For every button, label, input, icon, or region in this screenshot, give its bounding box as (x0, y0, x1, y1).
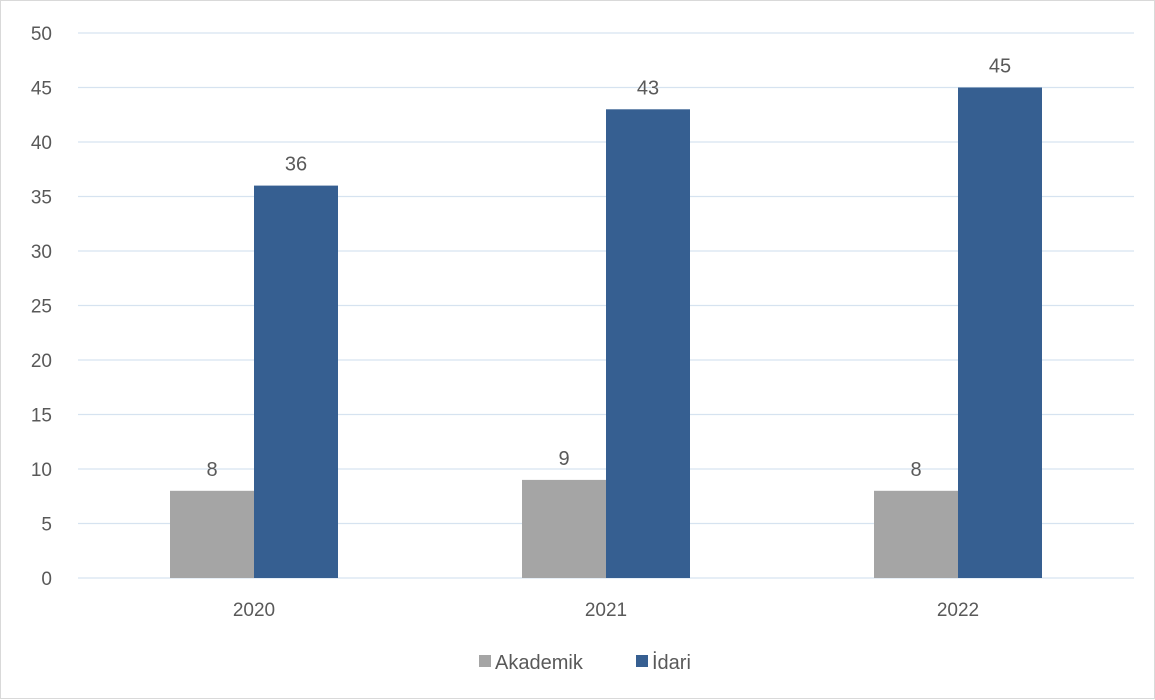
data-label: 9 (558, 448, 569, 470)
data-label: 43 (637, 77, 659, 99)
y-tick-label: 45 (31, 79, 52, 100)
data-label: 8 (206, 459, 217, 481)
legend: Akademik İdari (479, 651, 691, 674)
bar-i̇dari-2021 (606, 109, 690, 579)
legend-label: İdari (652, 651, 691, 674)
y-tick-label: 30 (31, 242, 52, 263)
data-label: 36 (285, 154, 307, 176)
y-tick-label: 35 (31, 188, 52, 209)
y-tick-label: 40 (31, 133, 52, 154)
x-tick-label: 2022 (937, 600, 979, 621)
bar-akademik-2022 (874, 490, 958, 578)
y-tick-label: 25 (31, 297, 52, 318)
bar-akademik-2021 (522, 479, 606, 578)
data-label: 45 (989, 56, 1011, 78)
x-axis-ticks: 2020 2021 2022 (233, 600, 979, 621)
y-axis-ticks: 0 5 10 15 20 25 30 35 40 45 50 (31, 24, 52, 590)
y-tick-label: 50 (31, 24, 52, 45)
bars (170, 87, 1042, 579)
y-tick-label: 15 (31, 406, 52, 427)
bar-akademik-2020 (170, 490, 254, 578)
bar-i̇dari-2022 (958, 87, 1042, 578)
x-tick-label: 2021 (585, 600, 627, 621)
x-tick-label: 2020 (233, 600, 275, 621)
legend-swatch-1 (636, 655, 648, 667)
bar-i̇dari-2020 (254, 185, 338, 578)
y-tick-label: 5 (41, 515, 52, 536)
legend-label: Akademik (495, 652, 584, 674)
y-tick-label: 10 (31, 460, 52, 481)
y-tick-label: 0 (41, 569, 52, 590)
y-tick-label: 20 (31, 351, 52, 372)
data-label: 8 (910, 459, 921, 481)
data-labels: 8 36 9 43 8 45 (206, 56, 1011, 481)
legend-swatch-0 (479, 655, 491, 667)
